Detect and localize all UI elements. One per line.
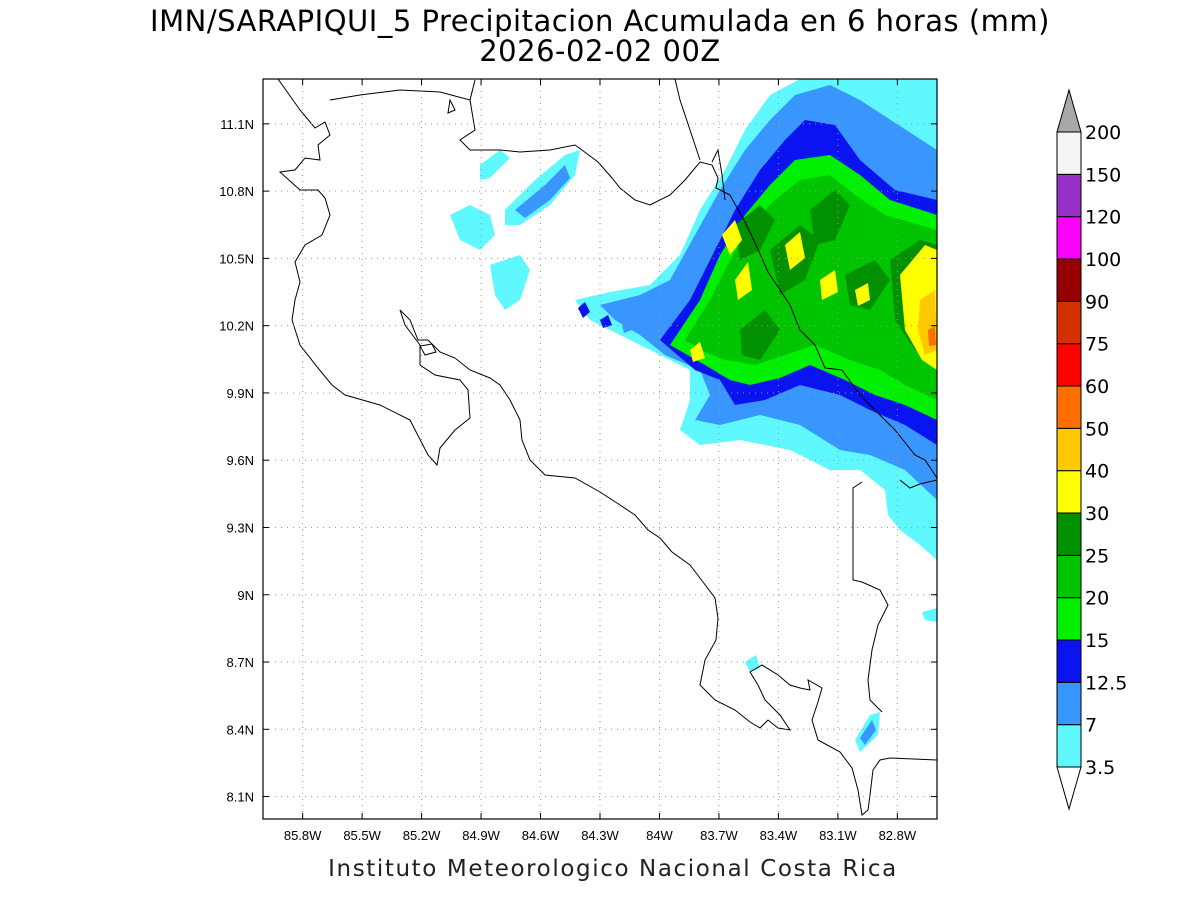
rain-yellow-7 — [855, 283, 870, 306]
rain-cyan-east — [885, 490, 937, 560]
rain-blue-nw — [515, 165, 570, 218]
coast-caribbean — [711, 148, 726, 201]
colorbar-level-label: 120 — [1085, 207, 1121, 229]
rain-cyan-nw4 — [490, 255, 530, 310]
coast-east — [899, 479, 937, 489]
rain-cyan-se — [922, 608, 937, 622]
rain-dkgreen-1 — [735, 205, 775, 260]
border-panama — [852, 481, 889, 713]
rain-cyan-sw1 — [745, 655, 760, 672]
colorbar-level-label: 90 — [1085, 291, 1109, 313]
island-2 — [419, 343, 437, 356]
footer-credit: Instituto Meteorologico Nacional Costa R… — [328, 856, 898, 882]
graticule — [263, 79, 937, 819]
y-tick-label: 9.3N — [227, 520, 254, 535]
rain-dkgreen-6 — [740, 310, 780, 360]
y-tick-label: 9N — [237, 588, 254, 603]
colorbar: 3.5 7 12.5 15 20 25 30 40 50 60 75 90 100 120 150 200 — [1056, 88, 1127, 811]
x-tick-label: 84.3W — [581, 828, 619, 843]
island-1 — [447, 98, 456, 114]
x-tick-label: 83.7W — [700, 828, 738, 843]
colorbar-level-label: 50 — [1085, 418, 1109, 440]
y-tick-label: 10.5N — [219, 251, 254, 266]
rain-cyan-nw1 — [450, 205, 495, 250]
colorbar-level-label: 20 — [1085, 588, 1109, 610]
colorbar-segment — [1056, 343, 1082, 387]
x-tick-label: 85.2W — [403, 828, 441, 843]
colorbar-segment — [1056, 173, 1082, 218]
colorbar-level-label: 100 — [1085, 249, 1121, 271]
rain-cell-2 — [600, 315, 612, 328]
colorbar-min-arrow — [1056, 766, 1082, 811]
y-tick-label: 10.2N — [219, 319, 254, 334]
colorbar-segment — [1056, 300, 1082, 345]
rain-yellow-4 — [820, 270, 838, 300]
x-tick-label: 84W — [646, 828, 673, 843]
coast-north — [469, 79, 701, 161]
colorbar-level-label: 12.5 — [1085, 672, 1127, 694]
colorbar-segment — [1056, 512, 1082, 556]
x-tick-label: 82.8W — [879, 828, 917, 843]
colorbar-level-label: 15 — [1085, 630, 1109, 652]
map-datetime: 2026-02-02 00Z — [479, 34, 721, 68]
x-tick-label: 85.8W — [284, 828, 322, 843]
colorbar-segment — [1056, 385, 1082, 429]
colorbar-segment — [1056, 554, 1082, 599]
colorbar-segment — [1056, 258, 1082, 302]
coast-nicaragua-lake — [329, 89, 937, 479]
colorbar-segment — [1056, 216, 1082, 260]
colorbar-level-label: 40 — [1085, 461, 1109, 483]
coastlines — [277, 79, 937, 816]
x-axis-ticks: 85.8W 85.5W 85.2W 84.9W 84.6W 84.3W 84W 83.7W 83… — [284, 79, 917, 843]
coast-nicaragua-pacific — [277, 79, 937, 816]
x-tick-label: 83.1W — [819, 828, 857, 843]
rain-yellow-1 — [722, 220, 742, 255]
colorbar-segment — [1056, 724, 1082, 768]
precipitation-field — [450, 79, 937, 752]
colorbar-segment — [1056, 131, 1082, 175]
map-title: IMN/SARAPIQUI_5 Precipitacion Acumulada … — [150, 4, 1050, 38]
colorbar-segment — [1056, 639, 1082, 683]
rain-red-core — [928, 326, 936, 346]
rain-yellow-5 — [690, 342, 705, 362]
y-tick-label: 8.4N — [227, 722, 254, 737]
y-tick-label: 10.8N — [219, 184, 254, 199]
colorbar-segment — [1056, 681, 1082, 726]
colorbar-level-label: 25 — [1085, 545, 1109, 567]
y-tick-label: 8.1N — [227, 790, 254, 805]
rain-blue-sw — [860, 720, 876, 745]
colorbar-level-label: 75 — [1085, 334, 1109, 356]
rain-cell-3 — [622, 320, 632, 333]
x-tick-label: 85.5W — [343, 828, 381, 843]
y-tick-label: 9.9N — [227, 386, 254, 401]
colorbar-level-label: 150 — [1085, 164, 1121, 186]
y-tick-label: 8.7N — [227, 655, 254, 670]
rain-cyan-nw3 — [480, 150, 510, 180]
y-axis-ticks: 11.1N 10.8N 10.5N 10.2N 9.9N 9.6N 9.3N 9N 8.7N 8.… — [219, 117, 937, 805]
rain-yellow-3 — [785, 232, 805, 270]
y-tick-label: 11.1N — [220, 117, 254, 132]
colorbar-segment — [1056, 597, 1082, 641]
colorbar-segment — [1056, 470, 1082, 514]
colorbar-level-label: 200 — [1085, 122, 1121, 144]
y-tick-label: 9.6N — [227, 453, 254, 468]
rain-dkgreen-3 — [810, 190, 850, 245]
colorbar-segment — [1056, 427, 1082, 472]
rain-yellow-2 — [735, 262, 752, 300]
x-tick-label: 84.6W — [522, 828, 560, 843]
colorbar-level-label: 3.5 — [1085, 757, 1115, 779]
rain-cell-1 — [578, 302, 590, 318]
colorbar-level-label: 60 — [1085, 376, 1109, 398]
colorbar-level-label: 7 — [1085, 715, 1097, 737]
x-tick-label: 83.4W — [760, 828, 798, 843]
colorbar-level-label: 30 — [1085, 503, 1109, 525]
x-tick-label: 84.9W — [462, 828, 500, 843]
colorbar-max-arrow — [1056, 88, 1082, 133]
